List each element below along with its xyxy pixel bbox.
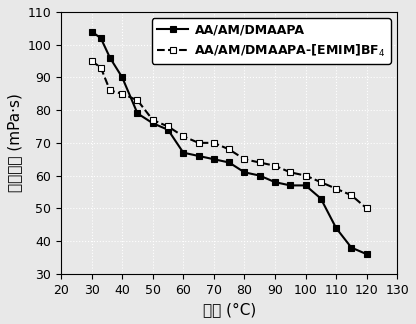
Line: AA/AM/DMAAPA-[EMIM]BF$_4$: AA/AM/DMAAPA-[EMIM]BF$_4$	[89, 58, 370, 212]
AA/AM/DMAAPA-[EMIM]BF$_4$	[120, 92, 125, 96]
AA/AM/DMAAPA	[334, 226, 339, 230]
AA/AM/DMAAPA	[181, 151, 186, 155]
AA/AM/DMAAPA-[EMIM]BF$_4$	[181, 134, 186, 138]
AA/AM/DMAAPA-[EMIM]BF$_4$	[318, 180, 323, 184]
AA/AM/DMAAPA	[120, 75, 125, 79]
AA/AM/DMAAPA	[107, 56, 112, 60]
AA/AM/DMAAPA	[303, 183, 308, 187]
AA/AM/DMAAPA-[EMIM]BF$_4$	[349, 193, 354, 197]
Line: AA/AM/DMAAPA: AA/AM/DMAAPA	[89, 29, 370, 257]
AA/AM/DMAAPA	[98, 36, 103, 40]
AA/AM/DMAAPA	[318, 197, 323, 201]
AA/AM/DMAAPA-[EMIM]BF$_4$	[150, 118, 155, 122]
AA/AM/DMAAPA	[288, 183, 293, 187]
AA/AM/DMAAPA	[211, 157, 216, 161]
AA/AM/DMAAPA	[166, 128, 171, 132]
AA/AM/DMAAPA-[EMIM]BF$_4$	[288, 170, 293, 174]
AA/AM/DMAAPA	[349, 246, 354, 249]
AA/AM/DMAAPA	[242, 170, 247, 174]
AA/AM/DMAAPA-[EMIM]BF$_4$	[135, 98, 140, 102]
AA/AM/DMAAPA-[EMIM]BF$_4$	[242, 157, 247, 161]
AA/AM/DMAAPA-[EMIM]BF$_4$	[98, 66, 103, 70]
AA/AM/DMAAPA	[227, 161, 232, 165]
AA/AM/DMAAPA-[EMIM]BF$_4$	[107, 88, 112, 92]
AA/AM/DMAAPA	[150, 121, 155, 125]
X-axis label: 温度 (°C): 温度 (°C)	[203, 302, 256, 317]
AA/AM/DMAAPA	[89, 29, 94, 33]
AA/AM/DMAAPA-[EMIM]BF$_4$	[272, 164, 277, 168]
AA/AM/DMAAPA-[EMIM]BF$_4$	[89, 59, 94, 63]
AA/AM/DMAAPA-[EMIM]BF$_4$	[166, 124, 171, 128]
AA/AM/DMAAPA-[EMIM]BF$_4$	[211, 141, 216, 145]
AA/AM/DMAAPA-[EMIM]BF$_4$	[227, 147, 232, 151]
AA/AM/DMAAPA-[EMIM]BF$_4$	[196, 141, 201, 145]
Legend: AA/AM/DMAAPA, AA/AM/DMAAPA-[EMIM]BF$_4$: AA/AM/DMAAPA, AA/AM/DMAAPA-[EMIM]BF$_4$	[152, 18, 391, 64]
AA/AM/DMAAPA-[EMIM]BF$_4$	[303, 174, 308, 178]
AA/AM/DMAAPA	[196, 154, 201, 158]
AA/AM/DMAAPA	[364, 252, 369, 256]
AA/AM/DMAAPA-[EMIM]BF$_4$	[334, 187, 339, 191]
AA/AM/DMAAPA	[272, 180, 277, 184]
Y-axis label: 表观精度 (mPa·s): 表观精度 (mPa·s)	[7, 93, 22, 192]
AA/AM/DMAAPA-[EMIM]BF$_4$	[364, 206, 369, 210]
AA/AM/DMAAPA	[135, 111, 140, 115]
AA/AM/DMAAPA	[257, 174, 262, 178]
AA/AM/DMAAPA-[EMIM]BF$_4$	[257, 161, 262, 165]
